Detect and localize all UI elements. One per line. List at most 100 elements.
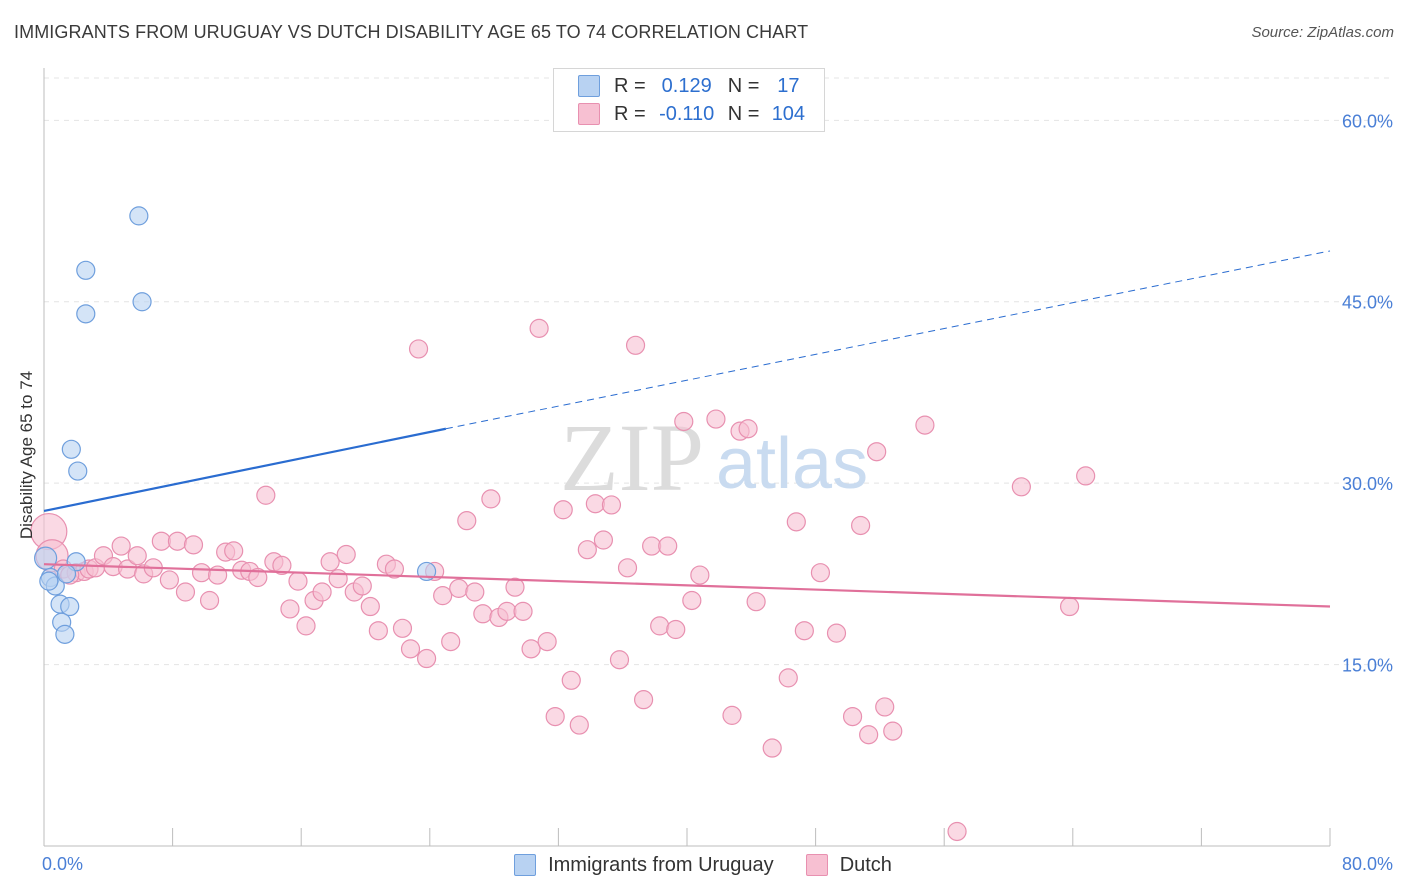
dutch-point <box>457 511 477 531</box>
dutch-point <box>642 536 662 556</box>
legend-n-label: N = <box>727 74 760 97</box>
uruguay-point <box>61 439 81 459</box>
x-tick-label-min: 0.0% <box>42 854 83 874</box>
dutch-point <box>312 582 332 602</box>
dutch-point <box>682 590 702 611</box>
uruguay-trend-line <box>43 427 447 513</box>
source-label: Source: ZipAtlas.com <box>1251 24 1394 41</box>
dutch-point <box>408 339 429 359</box>
dutch-point <box>481 489 501 509</box>
dutch-point <box>706 409 726 429</box>
legend-item-dutch[interactable]: Dutch <box>805 853 892 877</box>
dutch-points <box>30 318 1096 842</box>
legend-item-uruguay[interactable]: Immigrants from Uruguay <box>514 854 774 877</box>
dutch-point <box>529 318 549 338</box>
trend-lines <box>43 250 1331 608</box>
dutch-point <box>368 621 388 641</box>
dutch-point <box>883 721 903 741</box>
dutch-point <box>433 586 453 606</box>
dutch-point <box>794 621 814 641</box>
dutch-point <box>320 552 340 572</box>
x-tick-label-max: 80.0% <box>1342 854 1393 874</box>
legend-swatch-uruguay <box>514 854 537 876</box>
dutch-point <box>360 596 380 617</box>
uruguay-point <box>132 292 152 312</box>
dutch-point <box>601 495 622 515</box>
dutch-point <box>111 536 131 556</box>
dutch-point <box>384 559 405 579</box>
dutch-point <box>199 590 220 611</box>
uruguay-point <box>76 304 96 324</box>
legend-row-uruguay: R = 0.129 N = 17 <box>578 73 811 99</box>
y-tick-label: 45.0% <box>1342 293 1393 313</box>
dutch-point <box>272 555 292 576</box>
dutch-point <box>851 515 871 536</box>
dutch-point <box>1076 466 1096 486</box>
legend-n-label: N = <box>727 102 760 125</box>
dutch-point <box>633 690 654 710</box>
dutch-point <box>617 558 638 578</box>
dutch-point <box>666 619 686 640</box>
dutch-point <box>224 541 244 561</box>
dutch-point <box>441 632 461 652</box>
dutch-point <box>392 618 413 638</box>
dutch-point <box>762 738 782 758</box>
chart-title: IMMIGRANTS FROM URUGUAY VS DUTCH DISABIL… <box>14 22 809 42</box>
dutch-point <box>400 639 421 659</box>
dutch-point <box>449 578 469 598</box>
axes <box>43 68 1331 847</box>
legend-swatch-dutch <box>578 103 600 125</box>
uruguay-point <box>55 624 75 644</box>
dutch-point <box>875 697 895 717</box>
dutch-point <box>280 599 300 619</box>
dutch-point <box>175 582 196 602</box>
legend-n-value: 104 <box>771 102 806 125</box>
dutch-point <box>867 442 887 462</box>
dutch-point <box>537 632 557 652</box>
dutch-point <box>690 565 710 585</box>
legend-swatch-dutch <box>805 854 828 876</box>
dutch-point <box>650 616 670 636</box>
y-tick-label: 60.0% <box>1342 111 1393 131</box>
dutch-point <box>352 576 372 596</box>
dutch-point <box>473 604 493 624</box>
dutch-point <box>127 546 147 566</box>
dutch-point <box>416 648 437 669</box>
dutch-point <box>248 567 268 588</box>
dutch-point <box>497 601 517 621</box>
legend-label-dutch: Dutch <box>839 853 892 876</box>
dutch-point <box>513 601 533 621</box>
dutch-point <box>738 419 758 439</box>
dutch-point <box>191 563 212 583</box>
dutch-point <box>786 512 806 532</box>
dutch-point <box>746 592 766 612</box>
dutch-point <box>722 705 742 725</box>
legend-r-label: R = <box>614 74 646 97</box>
series-legend: Immigrants from Uruguay Dutch <box>0 852 1406 878</box>
dutch-point <box>561 670 581 690</box>
tick-labels: 15.0% 30.0% 45.0% 60.0% 0.0% 80.0% <box>42 111 1393 874</box>
dutch-point <box>465 582 485 602</box>
dutch-point <box>826 623 847 643</box>
y-tick-label: 30.0% <box>1342 474 1393 494</box>
dutch-trend-line <box>43 563 1331 608</box>
dutch-point <box>256 485 276 505</box>
uruguay-point <box>34 546 58 570</box>
y-axis-label: Disability Age 65 to 74 <box>17 370 36 540</box>
dutch-point <box>1059 596 1080 617</box>
legend-r-label: R = <box>614 102 646 125</box>
dutch-point <box>569 715 589 735</box>
legend-label-uruguay: Immigrants from Uruguay <box>548 853 774 876</box>
legend-swatch-uruguay <box>578 75 600 97</box>
uruguay-point <box>60 596 80 617</box>
uruguay-point <box>129 206 149 226</box>
dutch-point <box>625 335 646 355</box>
dutch-point <box>577 540 597 560</box>
dutch-point <box>585 494 605 514</box>
dutch-point <box>296 616 316 636</box>
dutch-point <box>328 569 348 589</box>
dutch-point <box>778 668 798 688</box>
dutch-point <box>545 706 565 727</box>
uruguay-trend-extension <box>445 250 1331 430</box>
